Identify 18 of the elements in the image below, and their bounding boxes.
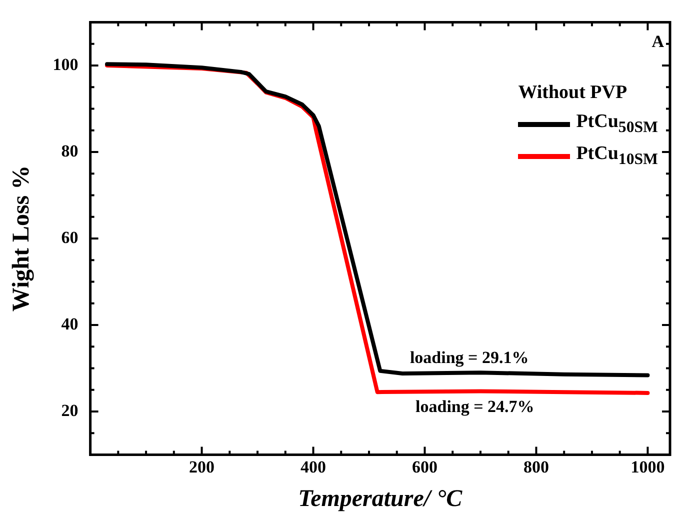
y-tick-label: 80 <box>61 141 78 160</box>
legend-label: PtCu$_{50SM}$ <box>576 111 658 138</box>
y-axis-title: Wight Loss % <box>8 165 35 312</box>
legend-title: Without PVP <box>518 82 628 104</box>
annotation: loading = 29.1% <box>410 348 529 367</box>
x-tick-label: 200 <box>189 457 215 476</box>
annotation: A <box>652 32 665 52</box>
y-tick-label: 60 <box>61 228 78 247</box>
x-axis-title: Temperature/ °C <box>298 486 464 512</box>
y-tick-label: 20 <box>61 400 78 420</box>
x-tick-label: 600 <box>412 457 438 476</box>
x-tick-label: 800 <box>523 457 549 476</box>
annotation: loading = 24.7% <box>416 397 534 416</box>
y-tick-label: 40 <box>61 314 78 334</box>
legend-label: PtCu$_{10SM}$ <box>576 143 658 170</box>
x-tick-label: 400 <box>300 457 326 476</box>
x-tick-label: 1000 <box>630 457 665 476</box>
y-tick-label: 100 <box>52 54 78 74</box>
